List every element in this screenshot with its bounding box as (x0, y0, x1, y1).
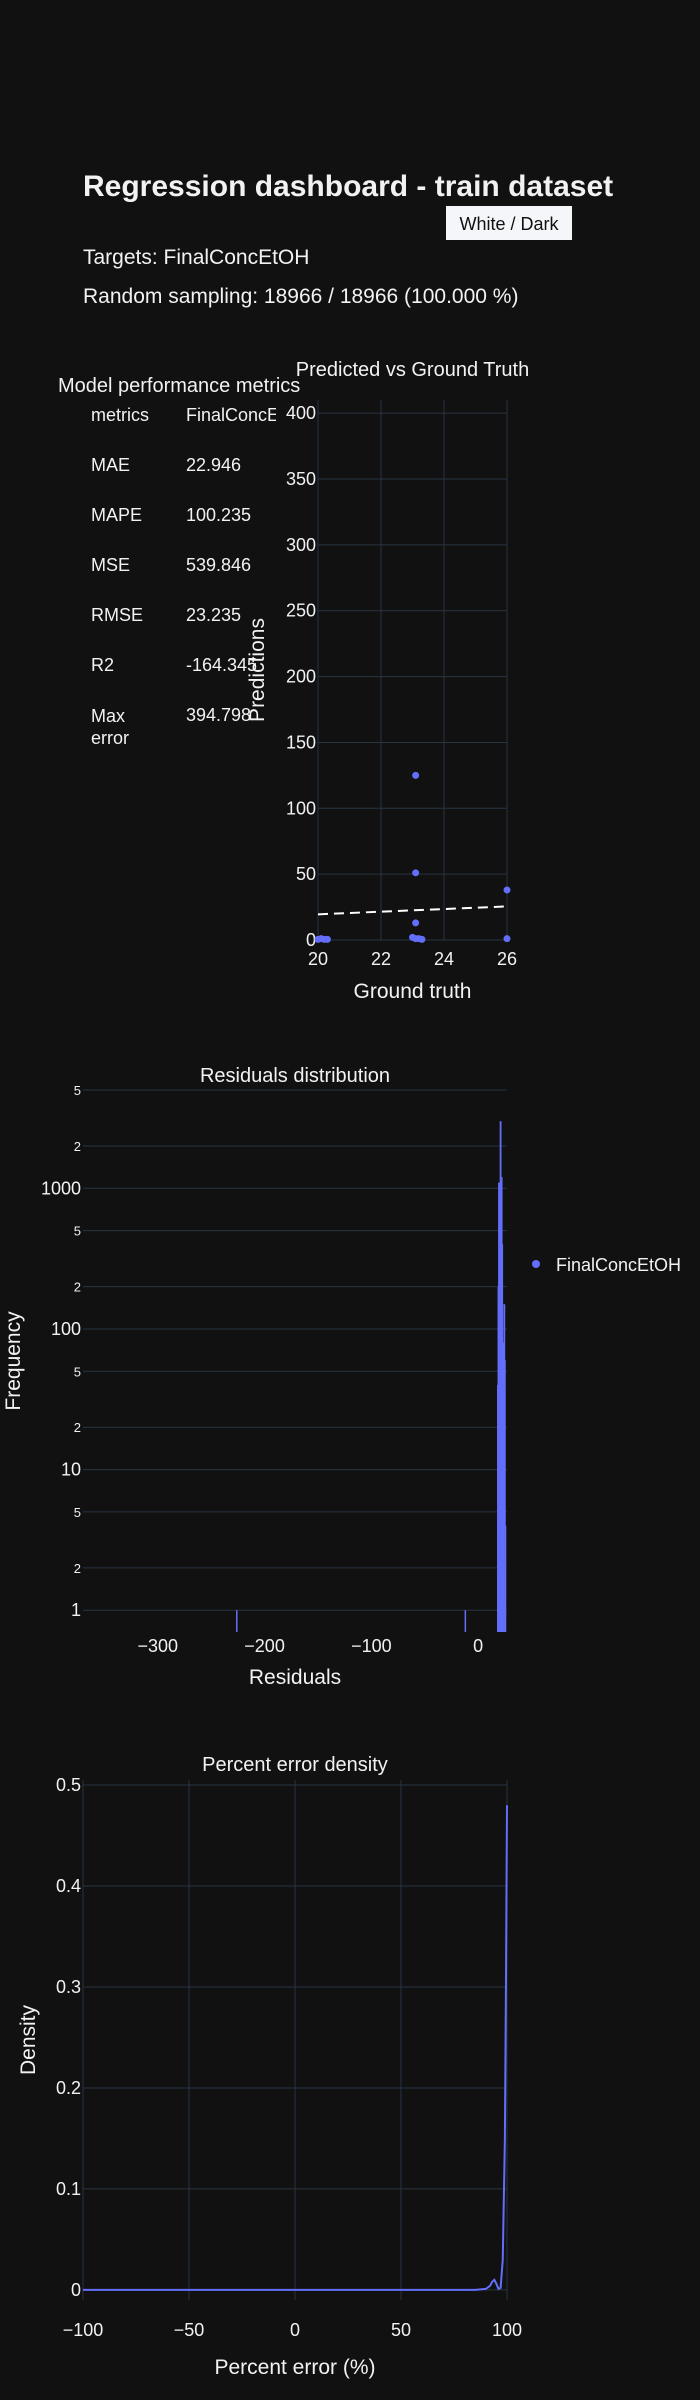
y-minor-tick-label: 5 (74, 1505, 81, 1520)
metric-value: 23.235 (186, 605, 242, 625)
x-axis-label: Percent error (%) (214, 2356, 375, 2379)
chart-title: Residuals distribution (200, 1065, 390, 1087)
x-tick-label: −200 (244, 1636, 285, 1656)
metric-name: RMSE (91, 605, 144, 625)
sampling-text: Random sampling: 18966 / 18966 (100.000 … (83, 285, 519, 308)
y-tick-label: 0.4 (56, 1876, 81, 1896)
y-tick-label: 0 (71, 2280, 81, 2300)
y-minor-tick-label: 2 (74, 1561, 81, 1576)
y-minor-tick-label: 2 (74, 1420, 81, 1435)
y-minor-tick-label: 5 (74, 1364, 81, 1379)
y-tick-label: 0.1 (56, 2179, 81, 2199)
legend-marker (532, 1260, 540, 1268)
y-tick-label: 0 (306, 930, 316, 950)
scatter-point (412, 771, 420, 779)
y-tick-label: 0.2 (56, 2078, 81, 2098)
metric-name: MAPE (91, 505, 143, 525)
metric-value: -164.345 (186, 655, 258, 675)
y-tick-label: 100 (51, 1319, 81, 1339)
scatter-point (503, 935, 511, 943)
x-tick-label: 50 (391, 2320, 411, 2340)
histogram-bar (503, 1360, 506, 1632)
y-axis-label: Frequency (2, 1311, 25, 1411)
x-tick-label: 0 (473, 1636, 483, 1656)
y-minor-tick-label: 5 (74, 1083, 81, 1098)
x-tick-label: 20 (308, 949, 328, 969)
x-tick-label: −50 (174, 2320, 205, 2340)
histogram-bar (501, 1342, 504, 1632)
metric-name: Max error (91, 706, 130, 748)
y-tick-label: 0.3 (56, 1977, 81, 1997)
x-tick-label: 26 (497, 949, 517, 969)
histogram-bar (236, 1610, 238, 1632)
page-title: Regression dashboard - train dataset (83, 170, 614, 203)
y-tick-label: 300 (286, 535, 316, 555)
theme-toggle-button[interactable]: White / Dark (446, 206, 572, 240)
x-axis-label: Residuals (249, 1666, 341, 1689)
x-axis-label: Ground truth (354, 980, 472, 1003)
legend-label: FinalConcEtOH (556, 1255, 681, 1275)
metric-value: 100.235 (186, 505, 252, 525)
y-tick-label: 0.5 (56, 1775, 81, 1795)
x-tick-label: 24 (434, 949, 454, 969)
y-tick-label: 10 (61, 1460, 81, 1480)
histogram-bar (464, 1610, 467, 1632)
identity-line (317, 905, 508, 916)
y-axis-label: Density (17, 2004, 40, 2075)
x-tick-label: −100 (63, 2320, 104, 2340)
x-tick-label: −300 (137, 1636, 178, 1656)
y-minor-tick-label: 5 (74, 1224, 81, 1239)
y-tick-label: 250 (286, 601, 316, 621)
metric-name: R2 (91, 655, 115, 675)
y-minor-tick-label: 2 (74, 1139, 81, 1154)
metrics-col-header: metrics (91, 405, 149, 425)
scatter-point (418, 935, 426, 943)
y-minor-tick-label: 2 (74, 1280, 81, 1295)
scatter-point (412, 919, 420, 927)
targets-text: Targets: FinalConcEtOH (83, 246, 310, 269)
y-tick-label: 1 (71, 1600, 81, 1620)
density-line (83, 1805, 508, 2291)
y-tick-label: 150 (286, 732, 316, 752)
x-tick-label: 100 (492, 2320, 522, 2340)
metric-value: 22.946 (186, 455, 242, 475)
y-tick-label: 350 (286, 469, 316, 489)
metrics-target-header: FinalConcEtOH (186, 405, 276, 425)
x-tick-label: 22 (371, 949, 391, 969)
scatter-point (412, 869, 420, 877)
scatter-point (323, 935, 331, 943)
metric-name: MAE (91, 455, 131, 475)
chart-title: Percent error density (202, 1754, 388, 1776)
x-tick-label: −100 (351, 1636, 392, 1656)
y-tick-label: 1000 (41, 1178, 81, 1198)
y-tick-label: 50 (296, 864, 316, 884)
y-axis-label: Predictions (246, 618, 269, 722)
histogram-bar (504, 1525, 507, 1632)
y-tick-label: 200 (286, 667, 316, 687)
scatter-point (503, 886, 511, 894)
x-tick-label: 0 (290, 2320, 300, 2340)
chart-title: Predicted vs Ground Truth (296, 359, 529, 381)
histogram-bar (497, 1602, 506, 1632)
y-tick-label: 100 (286, 798, 316, 818)
metrics-title: Model performance metrics (58, 375, 301, 397)
metrics-table: metrics FinalConcEtOH MAE 22.946 MAPE 10… (90, 405, 276, 765)
metric-value: 394.798 (186, 705, 252, 725)
metric-value: 539.846 (186, 555, 252, 575)
y-tick-label: 400 (286, 403, 316, 423)
metric-name: MSE (91, 555, 131, 575)
